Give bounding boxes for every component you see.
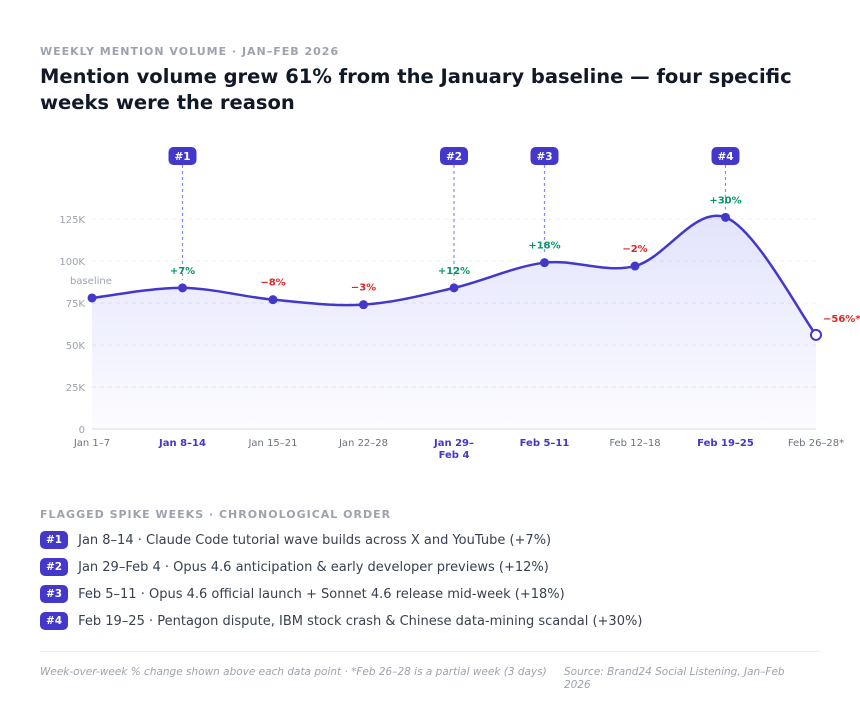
change-label: −8% (260, 278, 285, 289)
flag-badge: #1 (40, 531, 69, 549)
flag-badge (168, 147, 197, 165)
legend-text: Feb 19–25 · Pentagon dispute, IBM stock … (78, 613, 643, 629)
page-title: Mention volume grew 61% from the January… (40, 65, 792, 114)
area-fill (92, 215, 816, 429)
y-tick-label: 50K (66, 341, 86, 352)
change-label: −56%* (823, 314, 860, 325)
y-tick-label: 0 (79, 425, 85, 436)
x-tick-label: Feb 4 (439, 450, 470, 461)
source-note: Source: Brand24 Social Listening, Jan–Fe… (564, 666, 785, 691)
flag-badge-label: #2 (446, 151, 462, 163)
data-point (268, 295, 278, 305)
flag-badge (530, 147, 559, 165)
x-tick-label: Jan 8–14 (158, 438, 206, 449)
legend-item: #4 Feb 19–25 · Pentagon dispute, IBM stoc… (40, 612, 642, 630)
change-label: +30% (709, 195, 741, 206)
y-tick-label: 125K (59, 215, 85, 226)
change-label: −3% (351, 283, 376, 294)
legend-item: #2 Jan 29–Feb 4 · Opus 4.6 anticipation &… (40, 558, 549, 576)
flag-badge: #3 (40, 585, 69, 603)
legend-item: #1 Jan 8–14 · Claude Code tutorial wave b… (40, 531, 551, 549)
change-label: +12% (438, 266, 470, 277)
x-tick-label: Jan 15–21 (247, 438, 297, 449)
change-label: +7% (170, 266, 195, 277)
legend-heading: FLAGGED SPIKE WEEKS · CHRONOLOGICAL ORDE… (40, 508, 392, 521)
data-point (630, 261, 640, 271)
data-point (449, 283, 459, 293)
x-tick-label: Jan 22–28 (338, 438, 388, 449)
x-tick-label: Feb 26–28* (788, 438, 844, 449)
flag-badge: #2 (40, 558, 69, 576)
flag-badge-label: #1 (174, 151, 190, 163)
mention-volume-chart: 0 25K 50K 75K 100K 125K #1 #2 #3 #4 Jan 1–7 +7% Jan … (59, 147, 860, 461)
flag-badge: #4 (40, 612, 69, 630)
flag-badge-label: #4 (717, 151, 733, 163)
x-tick-label: Jan 1–7 (73, 438, 110, 449)
change-label: +18% (528, 241, 560, 252)
data-point (359, 300, 368, 310)
y-tick-label: 100K (59, 257, 85, 268)
data-point (178, 283, 187, 293)
series-line (91, 214, 817, 336)
data-point (540, 258, 549, 268)
baseline-label: baseline (70, 276, 112, 287)
legend-text: Feb 5–11 · Opus 4.6 official launch + So… (78, 586, 565, 602)
footnote: Week-over-week % change shown above each… (40, 666, 547, 678)
flag-badge (440, 147, 468, 165)
x-tick-label: Feb 12–18 (609, 438, 660, 449)
flag-badge (711, 147, 740, 165)
change-label: −2% (622, 244, 647, 255)
data-point (87, 293, 97, 303)
x-tick-label: Jan 29– (433, 438, 474, 449)
flag-badge-label: #3 (536, 151, 552, 163)
x-tick-label: Feb 19–25 (697, 438, 754, 449)
legend-text: Jan 8–14 · Claude Code tutorial wave bui… (78, 532, 552, 548)
legend-text: Jan 29–Feb 4 · Opus 4.6 anticipation & e… (78, 559, 549, 575)
chart-eyebrow: WEEKLY MENTION VOLUME · JAN–FEB 2026 (40, 45, 340, 58)
data-point (810, 328, 822, 341)
data-point (721, 212, 730, 222)
legend-item: #3 Feb 5–11 · Opus 4.6 official launch + … (40, 585, 565, 603)
footer-divider (40, 651, 820, 652)
y-tick-label: 75K (66, 299, 86, 310)
x-tick-label: Feb 5–11 (520, 438, 570, 449)
y-tick-label: 25K (66, 383, 86, 394)
